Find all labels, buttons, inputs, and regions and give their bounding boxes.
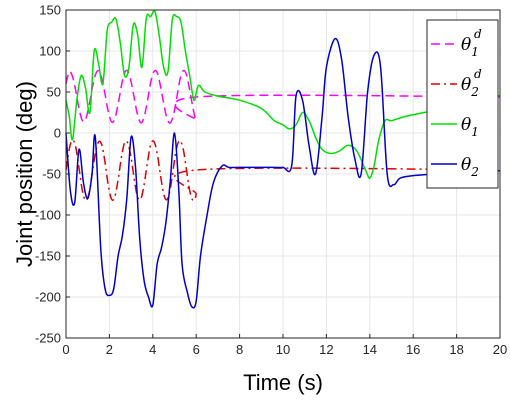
x-tick-label: 6 [193, 342, 200, 357]
x-tick-label: 16 [406, 342, 420, 357]
legend-box [426, 19, 499, 189]
x-tick-label: 14 [363, 342, 377, 357]
legend-label-1: θ1 [461, 35, 479, 59]
series-line-3 [65, 10, 501, 179]
legend-superscript-1: d [474, 27, 482, 41]
legend-label-4: θ2 [461, 155, 479, 179]
plot-series [65, 10, 501, 309]
x-tick-label: 0 [62, 342, 69, 357]
x-tick-label: 2 [106, 342, 113, 357]
x-tick-label: 18 [449, 342, 463, 357]
y-tick-label: -150 [35, 249, 61, 264]
x-tick-label: 4 [149, 342, 156, 357]
y-tick-label: -200 [35, 290, 61, 305]
legend-label-3: θ1 [461, 115, 479, 139]
y-axis-label: Joint position (deg) [12, 81, 37, 267]
tick-labels: 0 2 4 6 8 10 12 14 16 18 20 -250 -200 -150 -100 -50 0 50 1… [35, 3, 507, 358]
y-tick-label: -100 [35, 208, 61, 223]
y-tick-label: -50 [42, 167, 61, 182]
x-tick-label: 12 [319, 342, 333, 357]
y-tick-label: 100 [39, 44, 61, 59]
legend-label-2: θ2 [461, 75, 479, 99]
x-tick-label: 10 [276, 342, 290, 357]
y-tick-label: -250 [35, 331, 61, 346]
series-line-1 [65, 69, 501, 124]
x-axis-label: Time (s) [243, 370, 323, 395]
series-line-4 [65, 37, 501, 309]
x-tick-label: 20 [493, 342, 507, 357]
y-tick-label: 0 [54, 126, 61, 141]
legend-superscript-2: d [474, 67, 482, 81]
y-tick-label: 150 [39, 3, 61, 18]
y-tick-label: 50 [47, 85, 61, 100]
x-tick-label: 8 [236, 342, 243, 357]
